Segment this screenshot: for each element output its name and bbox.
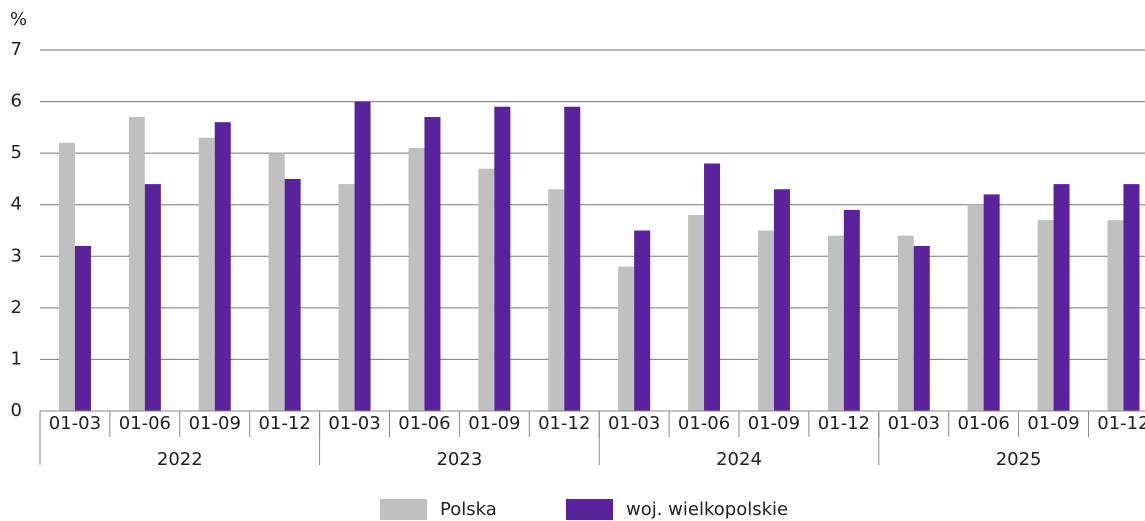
- y-tick-label: 6: [11, 91, 22, 112]
- x-tick-label: 01-09: [1027, 413, 1079, 434]
- x-tick-label: 01-12: [258, 413, 310, 434]
- bar: [548, 189, 565, 411]
- y-tick-label: 3: [11, 245, 22, 266]
- y-tick-label: 5: [11, 142, 22, 163]
- bar: [214, 122, 231, 411]
- bar: [913, 245, 930, 411]
- legend-label: Polska: [440, 499, 497, 520]
- bar: [634, 230, 651, 411]
- legend-label: woj. wielkopolskie: [626, 499, 788, 520]
- bar: [408, 147, 425, 411]
- x-tick-label: 01-09: [189, 413, 241, 434]
- x-tick-label: 01-06: [957, 413, 1009, 434]
- legend-swatch: [566, 499, 613, 520]
- group-label: 2024: [716, 449, 762, 470]
- bar: [827, 235, 844, 411]
- y-tick-label: 0: [11, 400, 22, 421]
- bar: [284, 178, 301, 411]
- x-tick-label: 01-03: [888, 413, 940, 434]
- bar: [424, 117, 441, 412]
- legend-swatch: [380, 499, 427, 520]
- y-unit: %: [10, 9, 27, 30]
- x-tick-label: 01-03: [49, 413, 101, 434]
- bar: [967, 204, 984, 411]
- y-tick-label: 2: [11, 297, 22, 318]
- bar: [494, 106, 511, 411]
- bar: [618, 266, 635, 411]
- bar: [757, 230, 774, 411]
- bar: [773, 189, 790, 411]
- y-tick-label: 4: [11, 194, 22, 215]
- bar: [58, 142, 75, 412]
- bar: [983, 194, 1000, 411]
- y-tick-label: 1: [11, 348, 22, 369]
- x-tick-label: 01-12: [818, 413, 870, 434]
- bar: [704, 163, 721, 411]
- bar: [74, 245, 91, 411]
- bar: [897, 235, 914, 411]
- x-tick-label: 01-12: [1097, 413, 1145, 434]
- bar: [843, 209, 860, 411]
- bar: [478, 168, 495, 411]
- bar: [338, 184, 355, 411]
- x-tick-label: 01-03: [608, 413, 660, 434]
- bar: [1107, 220, 1124, 411]
- bar: [144, 184, 161, 411]
- x-tick-label: 01-06: [398, 413, 450, 434]
- x-tick-label: 01-06: [119, 413, 171, 434]
- group-label: 2023: [436, 449, 482, 470]
- bar: [198, 137, 215, 411]
- group-label: 2022: [157, 449, 203, 470]
- bar: [128, 117, 145, 412]
- bar: [1123, 184, 1140, 411]
- bar: [1037, 220, 1054, 411]
- x-tick-label: 01-03: [328, 413, 380, 434]
- bar: [1053, 184, 1070, 411]
- x-tick-label: 01-09: [468, 413, 520, 434]
- x-tick-label: 01-09: [748, 413, 800, 434]
- bar: [268, 153, 285, 411]
- group-label: 2025: [996, 449, 1042, 470]
- x-tick-label: 01-06: [678, 413, 730, 434]
- bar: [688, 215, 705, 411]
- y-tick-label: 7: [11, 39, 22, 60]
- bar: [354, 101, 371, 412]
- x-tick-label: 01-12: [538, 413, 590, 434]
- bar: [564, 106, 581, 411]
